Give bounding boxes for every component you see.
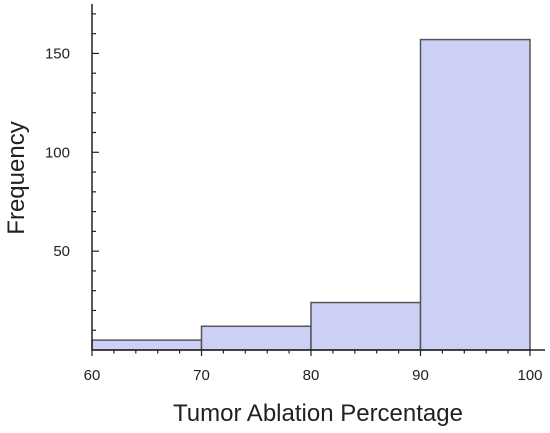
x-tick-label-100: 100 — [517, 367, 542, 384]
histogram-bar-80-90 — [310, 301, 422, 351]
histogram-bar-70-80 — [200, 325, 312, 351]
x-tick-label-80: 80 — [303, 367, 320, 384]
x-tick-label-60: 60 — [84, 367, 101, 384]
bars-group — [91, 38, 531, 351]
x-axis-title: Tumor Ablation Percentage — [173, 400, 463, 427]
y-tick-label-50: 50 — [53, 243, 70, 260]
histogram-bar-60-70 — [91, 339, 203, 351]
y-axis-title: Frequency — [3, 121, 30, 234]
axes-group — [91, 4, 545, 351]
x-tick-label-90: 90 — [412, 367, 429, 384]
histogram-bar-90-100 — [419, 38, 531, 351]
y-tick-label-100: 100 — [45, 144, 70, 161]
y-tick-label-150: 150 — [45, 45, 70, 62]
x-tick-label-70: 70 — [193, 367, 210, 384]
tick-labels-group: 60 70 80 90 100 50 100 150 — [45, 45, 543, 384]
ticks-group — [91, 13, 531, 356]
